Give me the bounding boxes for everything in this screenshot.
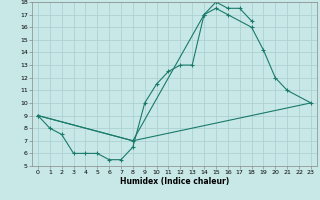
X-axis label: Humidex (Indice chaleur): Humidex (Indice chaleur)	[120, 177, 229, 186]
